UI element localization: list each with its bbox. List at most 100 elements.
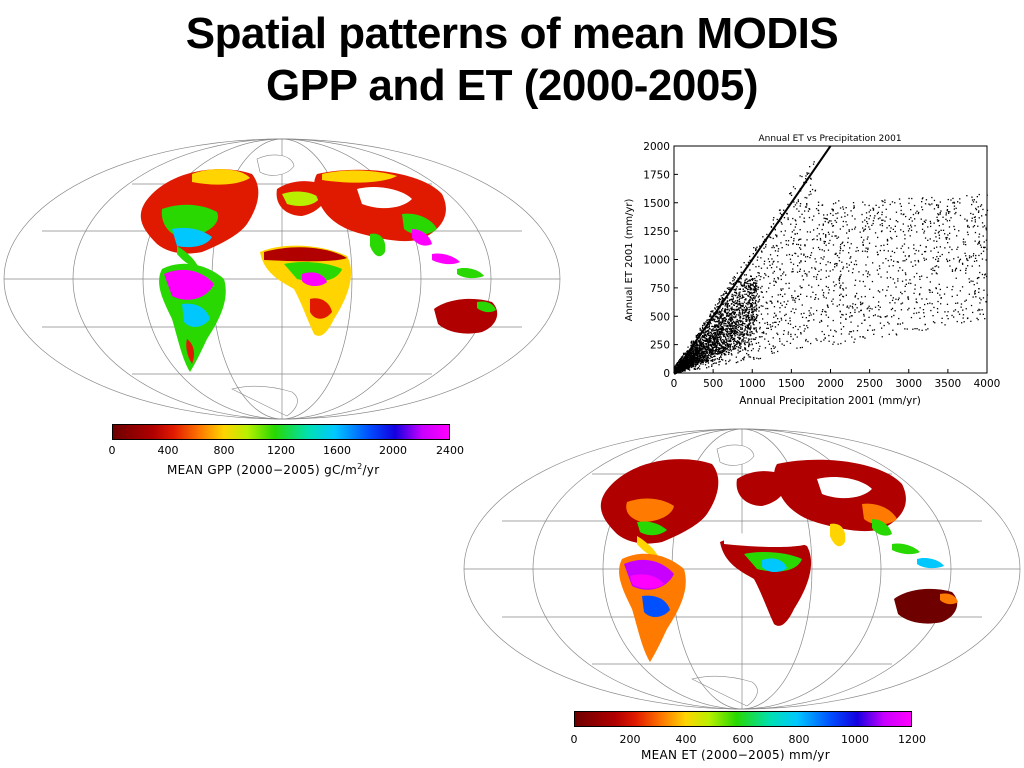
scatter-point [892,278,894,280]
scatter-point [747,316,749,319]
scatter-point [956,248,958,250]
scatter-point [934,265,936,268]
scatter-point [764,238,766,241]
scatter-point [726,305,728,307]
scatter-point [752,285,754,287]
scatter-point [862,241,864,243]
scatter-point [716,349,718,351]
scatter-point [863,239,865,241]
scatter-point [728,323,731,325]
scatter-point [709,335,711,337]
scatter-point [780,317,782,319]
scatter-point [803,253,805,255]
scatter-point [702,353,704,355]
scatter-point [820,257,822,259]
scatter-point [758,358,760,360]
scatter-point [937,258,940,260]
scatter-point [738,320,740,322]
scatter-x-ticks: 0 500 1000 1500 2000 2500 3000 3500 4000 [671,369,1000,390]
scatter-point [934,322,936,324]
scatter-point [691,355,693,357]
gpp-world-map [2,134,562,424]
scatter-point [680,359,682,361]
scatter-point [811,239,814,241]
scatter-point [751,279,754,281]
scatter-point [862,336,865,338]
scatter-point [959,214,962,217]
scatter-point [730,343,732,345]
scatter-point [736,272,738,274]
scatter-point [716,337,718,339]
scatter-point [739,312,741,314]
scatter-point [693,365,695,367]
scatter-point [690,360,692,362]
scatter-point [893,314,895,317]
scatter-point [734,316,736,318]
scatter-point [743,359,745,361]
scatter-point [718,326,720,329]
scatter-point [686,359,688,361]
scatter-point [825,285,827,288]
scatter-point [717,329,719,331]
scatter-point [702,327,704,330]
scatter-point [692,354,695,356]
scatter-point [720,336,722,338]
scatter-point [705,330,707,332]
scatter-point [749,289,752,291]
scatter-point [747,333,749,336]
scatter-point [914,264,917,266]
scatter-point [736,327,738,329]
scatter-point [716,353,718,355]
scatter-point [897,280,899,282]
scatter-point [774,346,776,348]
scatter-point [942,223,944,225]
scatter-point [730,323,732,325]
scatter-point [689,363,691,365]
scatter-point [739,304,741,307]
scatter-point [730,307,732,309]
scatter-point [700,348,702,350]
scatter-point [832,269,834,271]
scatter-point [707,355,709,357]
scatter-point [728,315,730,317]
scatter-point [793,229,795,231]
scatter-point [779,338,781,340]
scatter-point [971,196,973,198]
scatter-point [750,302,752,305]
scatter-point [717,348,720,350]
scatter-point [955,277,957,279]
scatter-point [738,351,740,353]
scatter-point [869,324,871,327]
scatter-point [850,331,852,333]
scatter-point [972,255,974,257]
scatter-point [809,190,811,193]
scatter-point [838,304,840,306]
scatter-point [851,215,853,217]
et-world-map [462,424,1022,714]
scatter-point [731,325,733,327]
scatter-point [755,282,757,284]
scatter-point [827,306,829,308]
scatter-point [680,367,683,370]
scatter-point [775,281,777,284]
scatter-point [873,217,875,219]
scatter-point [973,260,976,262]
scatter-point [801,304,803,306]
scatter-point [889,302,891,304]
scatter-point [784,293,786,295]
scatter-point [745,341,747,344]
scatter-point [910,261,912,263]
scatter-point [746,320,748,322]
scatter-point [901,293,903,295]
scatter-point [701,361,704,363]
scatter-point [721,299,724,301]
scatter-point [833,285,836,287]
scatter-point [832,203,835,205]
scatter-point [946,209,948,212]
scatter-point [690,352,692,354]
scatter-point [792,299,794,301]
scatter-point [728,343,730,346]
scatter-point [686,357,688,359]
scatter-point [689,353,691,355]
scatter-point [968,257,971,259]
